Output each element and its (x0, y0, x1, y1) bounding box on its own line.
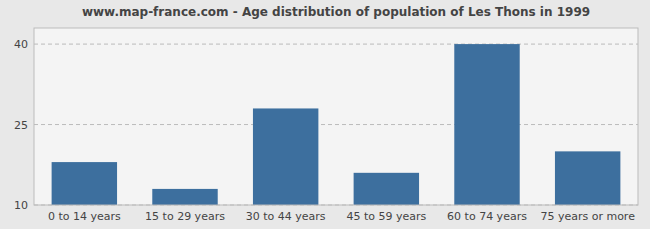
bar (354, 173, 419, 205)
bar (52, 162, 117, 205)
plot-background (34, 28, 638, 205)
bars (52, 44, 621, 205)
grid (34, 44, 638, 205)
bar (253, 108, 318, 205)
x-tick-label: 0 to 14 years (48, 210, 121, 223)
x-tick-label: 45 to 59 years (346, 210, 426, 223)
y-tick-label: 25 (14, 119, 28, 132)
x-tick-label: 60 to 74 years (447, 210, 527, 223)
grid-line (34, 124, 638, 125)
chart-svg: www.map-france.com - Age distribution of… (0, 0, 650, 229)
bar (152, 189, 217, 205)
bar (454, 44, 519, 205)
title: www.map-france.com - Age distribution of… (82, 5, 590, 19)
grid-line (34, 44, 638, 45)
y-tick-label: 40 (14, 38, 28, 51)
bar (555, 151, 620, 205)
y-tick-label: 10 (14, 199, 28, 212)
plot-frame (34, 28, 638, 205)
x-tick-label: 15 to 29 years (145, 210, 225, 223)
x-tick-label: 30 to 44 years (246, 210, 326, 223)
chart-container: www.map-france.com - Age distribution of… (0, 0, 650, 229)
x-tick-label: 75 years or more (540, 210, 635, 223)
